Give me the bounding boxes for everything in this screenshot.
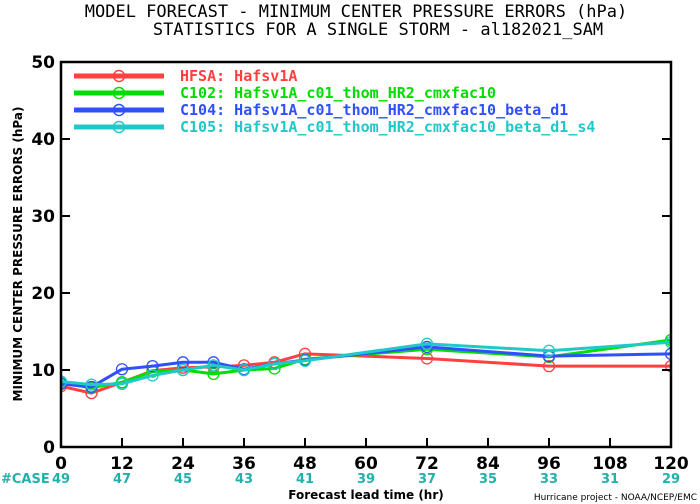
case-count: 39 xyxy=(357,472,375,487)
y-tick-label: 20 xyxy=(31,284,55,304)
y-tick-label: 40 xyxy=(31,130,55,150)
case-count: 37 xyxy=(418,472,436,487)
y-tick-label: 0 xyxy=(43,438,55,458)
x-tick-label: 84 xyxy=(476,454,500,474)
y-tick-label: 30 xyxy=(31,207,55,227)
legend-marker xyxy=(112,69,126,83)
data-point xyxy=(268,357,281,370)
y-tick-label: 10 xyxy=(31,361,55,381)
data-point xyxy=(237,363,251,377)
case-count: 47 xyxy=(113,472,131,487)
case-count: 31 xyxy=(601,472,619,487)
y-tick-label: 50 xyxy=(31,53,55,73)
data-point xyxy=(664,347,671,360)
chart-subtitle: STATISTICS FOR A SINGLE STORM - al182021… xyxy=(153,20,603,40)
data-point xyxy=(542,344,556,357)
x-tick-label: 12 xyxy=(110,454,134,474)
legend-marker xyxy=(112,103,126,117)
data-point xyxy=(115,363,129,376)
case-count: 35 xyxy=(479,472,497,487)
data-point xyxy=(420,340,434,354)
series-layer xyxy=(61,333,671,400)
data-point xyxy=(542,359,556,373)
data-point xyxy=(298,354,312,367)
data-point xyxy=(176,363,190,377)
case-count: 49 xyxy=(52,472,70,487)
chart-title: MODEL FORECAST - MINIMUM CENTER PRESSURE… xyxy=(85,2,627,22)
series-line xyxy=(61,352,671,395)
data-point xyxy=(146,359,159,373)
x-axis: 0 12 24 36 48 60 72 84 96 108 120 xyxy=(55,438,689,474)
case-count: 45 xyxy=(174,472,192,487)
legend-marker xyxy=(112,120,126,134)
data-point xyxy=(664,336,671,349)
data-point xyxy=(146,369,159,382)
series-line xyxy=(61,340,671,387)
legend-label: C105: Hafsv1A_c01_thom_HR2_cmxfac10_beta… xyxy=(180,118,595,136)
y-axis-label: MINIMUM CENTER PRESSURE ERRORS (hPa) xyxy=(11,107,25,402)
case-count: 33 xyxy=(540,472,558,487)
case-counts: 49 47 45 43 41 39 37 35 33 31 29 xyxy=(52,472,680,487)
data-point xyxy=(85,378,98,391)
legend-marker xyxy=(112,86,126,100)
data-point xyxy=(61,375,68,388)
data-point xyxy=(115,377,129,391)
credit-text: Hurricane project - NOAA/NCEP/EMC xyxy=(534,493,697,503)
legend-label: C102: Hafsv1A_c01_thom_HR2_cmxfac10 xyxy=(180,84,496,102)
data-point xyxy=(420,337,434,350)
data-point xyxy=(176,356,190,369)
case-count: 43 xyxy=(235,472,253,487)
x-tick-label: 36 xyxy=(232,454,256,474)
case-count: 29 xyxy=(662,472,680,487)
x-tick-label: 24 xyxy=(171,454,195,474)
x-axis-label: Forecast lead time (hr) xyxy=(288,488,444,502)
x-tick-label: 60 xyxy=(354,454,378,474)
data-point xyxy=(207,359,220,372)
x-tick-label: 96 xyxy=(537,454,561,474)
data-point xyxy=(207,356,220,369)
x-tick-label: 48 xyxy=(293,454,317,474)
legend-label: C104: Hafsv1A_c01_thom_HR2_cmxfac10_beta… xyxy=(180,101,568,119)
x-tick-label: 0 xyxy=(55,454,67,474)
x-tick-label: 120 xyxy=(653,454,689,474)
case-count: 41 xyxy=(296,472,314,487)
x-tick-label: 72 xyxy=(415,454,439,474)
data-point xyxy=(664,360,671,373)
x-tick-label: 108 xyxy=(592,454,628,474)
case-label: #CASE xyxy=(1,472,50,487)
legend-label: HFSA: Hafsv1A xyxy=(180,67,297,85)
y-axis: 0 10 20 30 40 50 xyxy=(31,53,671,458)
